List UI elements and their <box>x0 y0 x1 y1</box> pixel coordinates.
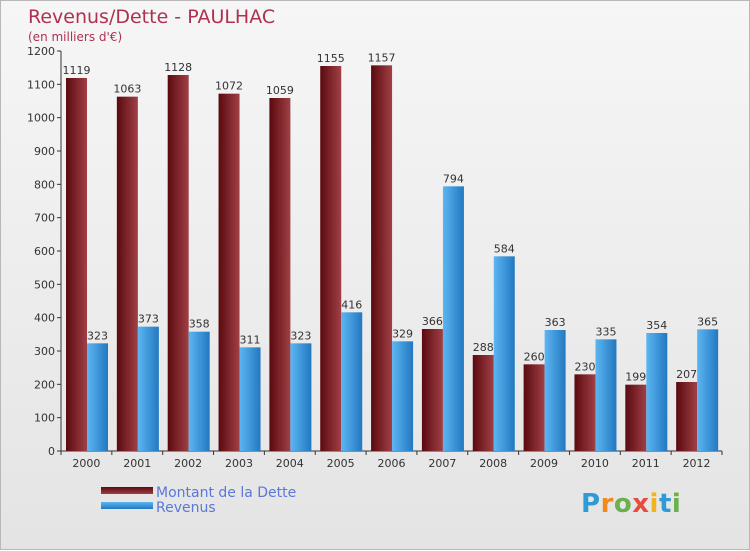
y-tick-label: 1000 <box>27 112 55 125</box>
data-label-revenus-2008: 584 <box>494 242 515 255</box>
bar-revenus-2011 <box>646 333 668 451</box>
logo-letter: i <box>671 489 682 519</box>
logo-letter: o <box>613 489 633 519</box>
bar-dette-2012 <box>676 382 698 451</box>
bar-dette-2003 <box>218 93 240 452</box>
bar-revenus-2009 <box>544 330 566 451</box>
data-label-dette-2010: 230 <box>574 360 595 373</box>
data-label-dette-2000: 1119 <box>63 64 91 77</box>
x-tick-label-2007: 2007 <box>428 457 456 470</box>
bar-revenus-2001 <box>137 326 159 451</box>
y-tick-label: 0 <box>48 445 55 458</box>
y-tick-label: 1100 <box>27 78 55 91</box>
data-label-dette-2011: 199 <box>625 371 646 384</box>
bar-dette-2002 <box>167 75 189 451</box>
y-tick-label: 900 <box>34 145 55 158</box>
x-tick-label-2009: 2009 <box>530 457 558 470</box>
data-label-dette-2007: 366 <box>422 315 443 328</box>
y-tick-label: 800 <box>34 178 55 191</box>
x-tick-label-2001: 2001 <box>123 457 151 470</box>
proxiti-logo: Proxiti <box>581 489 681 519</box>
data-label-dette-2004: 1059 <box>266 84 294 97</box>
data-label-revenus-2003: 311 <box>240 333 261 346</box>
bar-revenus-2005 <box>341 312 363 451</box>
x-tick-label-2006: 2006 <box>378 457 406 470</box>
y-tick-label: 100 <box>34 412 55 425</box>
x-tick-label-2010: 2010 <box>581 457 609 470</box>
data-label-revenus-2011: 354 <box>646 319 667 332</box>
x-tick-label-2005: 2005 <box>327 457 355 470</box>
data-label-revenus-2001: 373 <box>138 313 159 326</box>
legend-swatch-dette <box>101 487 153 494</box>
data-label-revenus-2000: 323 <box>87 329 108 342</box>
bar-revenus-2010 <box>595 339 617 451</box>
y-tick-label: 400 <box>34 312 55 325</box>
y-tick-label: 1200 <box>27 45 55 58</box>
y-tick-label: 700 <box>34 212 55 225</box>
bar-dette-2007 <box>421 329 443 451</box>
y-tick-label: 600 <box>34 245 55 258</box>
bar-dette-2006 <box>371 65 393 451</box>
data-label-dette-2003: 1072 <box>215 80 243 93</box>
bar-revenus-2004 <box>290 343 312 451</box>
bar-dette-2001 <box>116 96 138 452</box>
bar-revenus-2007 <box>442 186 464 452</box>
bar-revenus-2006 <box>392 341 414 451</box>
bar-revenus-2003 <box>239 347 261 451</box>
bar-dette-2010 <box>574 374 596 451</box>
x-tick-label-2002: 2002 <box>174 457 202 470</box>
data-label-dette-2005: 1155 <box>317 52 345 65</box>
bar-dette-2000 <box>66 78 87 451</box>
bar-revenus-2000 <box>87 343 108 451</box>
chart-subtitle: (en milliers d'€) <box>28 30 123 44</box>
data-label-revenus-2009: 363 <box>545 316 566 329</box>
logo-letter: i <box>649 489 659 519</box>
bar-dette-2009 <box>523 364 545 451</box>
logo-letter: P <box>581 489 601 519</box>
chart-title: Revenus/Dette - PAULHAC <box>28 6 276 28</box>
x-tick-label-2011: 2011 <box>632 457 660 470</box>
data-label-revenus-2004: 323 <box>290 329 311 342</box>
logo-letter: r <box>600 489 614 519</box>
y-tick-label: 200 <box>34 378 55 391</box>
data-label-revenus-2006: 329 <box>392 327 413 340</box>
data-label-dette-2009: 260 <box>524 350 545 363</box>
data-label-dette-2006: 1157 <box>368 51 396 64</box>
bar-dette-2011 <box>625 384 647 451</box>
legend-label-dette: Montant de la Dette <box>156 485 297 501</box>
bar-revenus-2002 <box>188 331 210 451</box>
data-label-dette-2001: 1063 <box>113 83 141 96</box>
x-tick-label-2004: 2004 <box>276 457 304 470</box>
x-tick-label-2008: 2008 <box>479 457 507 470</box>
data-label-dette-2002: 1128 <box>164 61 192 74</box>
data-label-dette-2012: 207 <box>676 368 697 381</box>
legend-label-revenus: Revenus <box>156 500 216 516</box>
data-label-revenus-2002: 358 <box>189 318 210 331</box>
data-label-revenus-2012: 365 <box>697 315 718 328</box>
data-label-revenus-2005: 416 <box>341 298 362 311</box>
data-label-revenus-2010: 335 <box>595 325 616 338</box>
logo-letter: t <box>658 489 672 519</box>
bar-revenus-2008 <box>493 256 515 451</box>
data-label-dette-2008: 288 <box>473 341 494 354</box>
x-tick-label-2000: 2000 <box>72 457 100 470</box>
data-label-revenus-2007: 794 <box>443 172 464 185</box>
bar-dette-2004 <box>269 98 291 451</box>
bar-dette-2008 <box>472 355 494 451</box>
x-tick-label-2012: 2012 <box>683 457 711 470</box>
y-tick-label: 500 <box>34 278 55 291</box>
bar-dette-2005 <box>320 66 342 451</box>
x-tick-label-2003: 2003 <box>225 457 253 470</box>
bar-revenus-2012 <box>697 329 719 451</box>
legend-swatch-revenus <box>101 502 153 509</box>
y-tick-label: 300 <box>34 345 55 358</box>
logo-letter: x <box>632 489 650 519</box>
